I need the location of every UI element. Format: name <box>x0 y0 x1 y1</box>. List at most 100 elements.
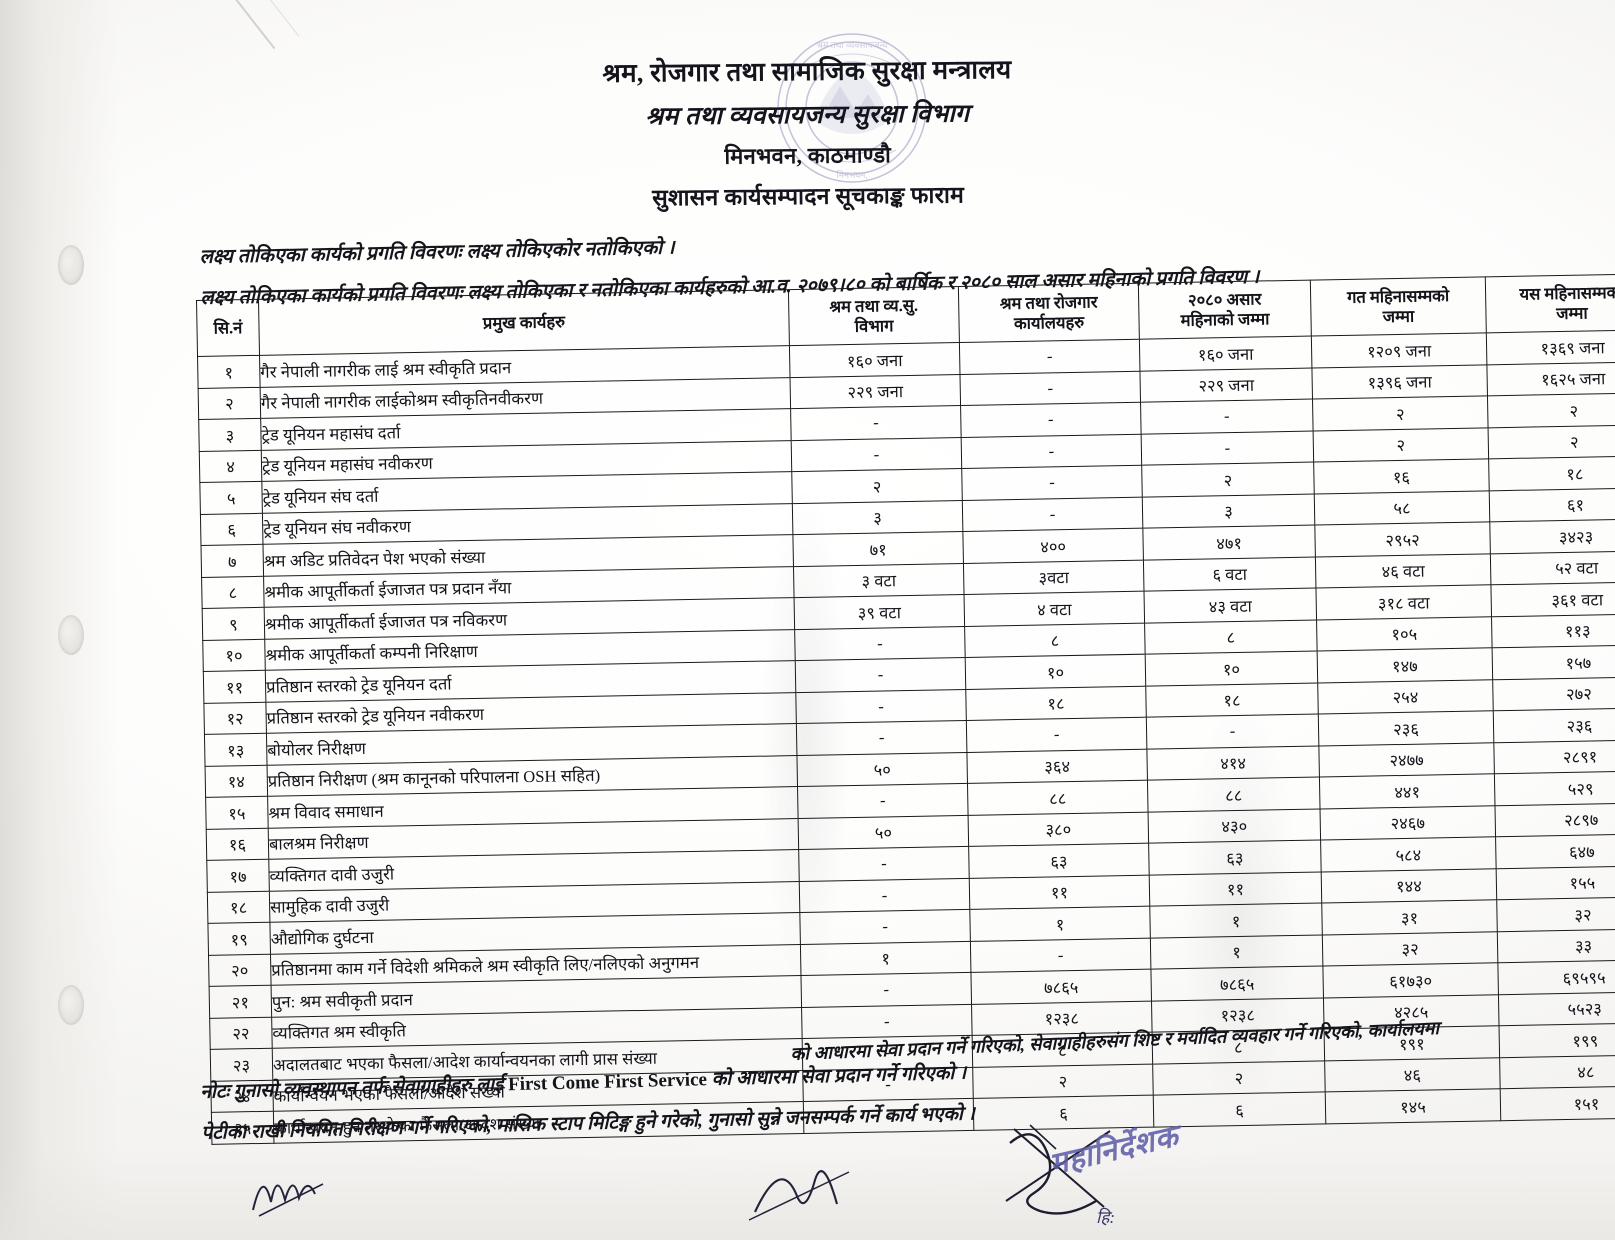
punch-hole <box>58 985 84 1025</box>
offices-cell: ११ <box>969 874 1150 910</box>
month-total-cell: ६ वटा <box>1143 556 1316 592</box>
current-total-cell: ६४७ <box>1495 833 1615 869</box>
serial-cell: १९ <box>207 922 271 955</box>
offices-cell: ८ <box>964 622 1146 658</box>
current-total-cell: २७२ <box>1492 676 1615 711</box>
offices-cell: ६३ <box>968 843 1150 878</box>
previous-total-cell: ५८ <box>1314 490 1490 526</box>
month-total-cell: ४३ वटा <box>1143 588 1317 623</box>
current-total-cell: ६१ <box>1489 487 1615 522</box>
previous-total-cell: १६ <box>1313 458 1490 494</box>
serial-cell: २१ <box>209 985 272 1018</box>
serial-cell: १७ <box>206 859 270 892</box>
offices-cell: - <box>962 496 1143 532</box>
scan-edge-shadow-left <box>0 0 120 1240</box>
column-header-serial: सि.नं <box>196 299 260 357</box>
offices-cell: ७८६५ <box>970 969 1152 1004</box>
offices-cell: - <box>961 465 1143 500</box>
current-total-cell: २ <box>1488 424 1615 459</box>
column-header-previous-total: गत महिनासम्मको जम्मा <box>1310 276 1487 337</box>
current-total-cell: १५५ <box>1496 865 1615 900</box>
current-total-cell: १८ <box>1488 455 1615 491</box>
month-total-cell: ११ <box>1149 871 1322 907</box>
serial-cell: ८ <box>201 575 265 609</box>
offices-cell: - <box>959 370 1141 406</box>
department-cell: - <box>797 783 969 819</box>
previous-total-cell: ३१८ वटा <box>1315 584 1492 620</box>
department-cell: - <box>790 405 962 441</box>
current-total-cell: १५७ <box>1492 644 1615 680</box>
month-total-cell: ३ <box>1142 493 1315 529</box>
offices-cell: - <box>966 717 1147 752</box>
month-total-cell: ४१४ <box>1146 745 1320 781</box>
offices-cell: - <box>961 433 1142 469</box>
department-cell: - <box>798 846 970 882</box>
column-header-current-total: यस महिनासम्मको जम्मा <box>1485 273 1615 333</box>
column-header-month-total: २०८० असार महिनाको जम्मा <box>1138 280 1312 340</box>
current-total-cell: ११३ <box>1491 613 1615 648</box>
serial-cell: ७ <box>200 544 264 577</box>
department-cell: ३९ वटा <box>794 594 965 630</box>
department-cell: - <box>795 688 967 724</box>
serial-cell: ११ <box>203 670 266 703</box>
month-total-cell: १ <box>1149 902 1323 938</box>
serial-cell: ४ <box>199 449 262 483</box>
offices-cell: १ <box>969 906 1151 941</box>
previous-total-cell: १४७ <box>1317 647 1493 683</box>
month-total-cell: ४३० <box>1148 808 1321 844</box>
current-total-cell: २८९७ <box>1494 802 1615 837</box>
month-total-cell: २२९ जना <box>1139 367 1313 403</box>
department-cell: २ <box>791 468 963 504</box>
current-total-cell: ३४२३ <box>1489 518 1615 554</box>
progress-table-container: सि.नं प्रमुख कार्यहरु श्रम तथा व्य.सु. व… <box>196 273 1615 1144</box>
office-address: मिनभवन, काठमाण्डौ <box>724 142 892 169</box>
column-header-task: प्रमुख कार्यहरु <box>258 289 790 356</box>
department-cell: २२९ जना <box>790 374 961 409</box>
month-total-cell: १८ <box>1145 682 1319 718</box>
current-total-cell: ५२९ <box>1494 770 1615 806</box>
column-header-current-line1: यस महिनासम्मको <box>1519 282 1615 304</box>
month-total-cell: - <box>1141 430 1314 466</box>
current-total-cell: ३२ <box>1496 896 1615 932</box>
department-cell: - <box>794 625 966 661</box>
current-total-cell: ५५२३ <box>1498 991 1615 1026</box>
previous-total-cell: ६१७३० <box>1322 962 1499 998</box>
note-line-1-prefix: नोटः गुनासो व्यवस्थापन तर्फ सेवाग्राहीहर… <box>200 1074 509 1103</box>
offices-cell: - <box>970 937 1151 973</box>
department-cell: १६० जना <box>789 342 960 378</box>
department-name: श्रम तथा व्यवसायजन्य सुरक्षा विभाग <box>645 100 970 131</box>
department-cell: १ <box>800 940 971 976</box>
current-total-cell: ५२ वटा <box>1490 550 1615 585</box>
current-total-cell: १६२५ जना <box>1486 361 1615 396</box>
column-header-previous-line2: जम्मा <box>1382 306 1415 326</box>
serial-cell: ६ <box>200 512 263 546</box>
department-cell: ५० <box>796 751 968 787</box>
current-total-cell: १३६९ जना <box>1486 329 1615 365</box>
department-cell: - <box>799 877 970 913</box>
previous-total-cell: २४७७ <box>1318 742 1495 777</box>
previous-total-cell: २ <box>1313 427 1489 463</box>
serial-cell: १६ <box>206 827 269 861</box>
previous-total-cell: २३६ <box>1318 710 1494 746</box>
previous-total-cell: ३२ <box>1322 931 1498 966</box>
serial-cell: २ <box>198 386 261 420</box>
offices-cell: १० <box>965 654 1146 689</box>
current-total-cell: ६९५९५ <box>1497 959 1615 995</box>
previous-total-cell: ३१ <box>1321 899 1498 935</box>
department-cell: - <box>799 909 971 945</box>
letterhead: श्रम, रोजगार तथा सामाजिक सुरक्षा मन्त्रा… <box>0 44 1615 218</box>
month-total-cell: - <box>1140 399 1314 434</box>
scan-edge-shadow-bottom <box>0 1150 1615 1240</box>
serial-cell: १८ <box>207 890 270 924</box>
month-total-cell: - <box>1146 714 1319 749</box>
government-seal-icon: श्रम तथा व्यवसायजन्य मिनभवन, <box>777 33 927 183</box>
department-cell: - <box>800 972 972 1008</box>
punch-hole <box>58 245 84 285</box>
current-total-cell: ३६१ वटा <box>1490 581 1615 617</box>
column-header-department: श्रम तथा व्य.सु. विभाग <box>788 286 960 346</box>
offices-cell: ३वटा <box>963 559 1144 595</box>
serial-cell: ३ <box>198 418 262 451</box>
offices-cell: १८ <box>965 685 1147 721</box>
serial-cell: १४ <box>205 764 268 798</box>
